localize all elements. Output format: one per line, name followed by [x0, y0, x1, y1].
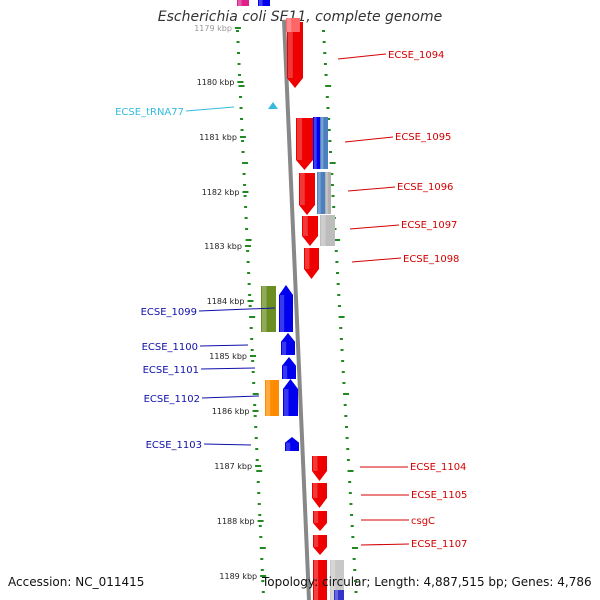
tick-label: 1186 kbp [212, 407, 250, 416]
map-title: Escherichia coli SE11, complete genome [157, 9, 443, 25]
gene-ecse-1095 [296, 118, 313, 170]
gene-partial-pink [237, 0, 249, 6]
gene-ecse-1094-head [286, 18, 300, 32]
label-connector [185, 106, 235, 112]
gene-ecse-1095-companion [313, 117, 322, 169]
tick-mark [244, 245, 251, 247]
feature-label: ECSE_1104 [410, 462, 466, 473]
gene-ecse-1096-companion [317, 172, 326, 214]
gc-dots-inner [236, 30, 266, 593]
genome-backbone [282, 19, 311, 600]
gene-ecse-1097 [302, 216, 318, 246]
gene-ecse-1099-companion [261, 286, 276, 332]
label-connector [349, 224, 400, 230]
tick-mark [260, 575, 267, 577]
feature-label: ECSE_1098 [403, 254, 459, 265]
accession-text: Accession: NC_011415 [8, 575, 145, 589]
tick-mark [249, 355, 256, 357]
gene-partial-bottom-blue [334, 590, 344, 600]
label-connector [201, 395, 260, 399]
label-connector [200, 367, 256, 370]
gene-ecse-1105 [312, 483, 327, 508]
feature-label: ECSE_1096 [397, 182, 453, 193]
feature-label: ECSE_1094 [388, 50, 444, 61]
tick-label: 1187 kbp [214, 462, 252, 471]
trna-marker [268, 102, 278, 109]
gene-ecse-1101 [282, 357, 296, 379]
label-connector [344, 136, 394, 143]
tick-label: 1181 kbp [199, 133, 237, 142]
feature-label: ECSE_1107 [411, 539, 467, 550]
gene-partial-blue [258, 0, 270, 6]
tick-mark [252, 410, 259, 412]
feature-label: ECSE_1097 [401, 220, 457, 231]
label-connector [203, 443, 252, 446]
tick-label: 1184 kbp [207, 297, 245, 306]
feature-label: csgC [411, 516, 435, 527]
tick-label: 1182 kbp [202, 188, 240, 197]
gene-ecse-1099 [279, 285, 293, 332]
gc-dots-outer [322, 30, 358, 593]
tick-label: 1183 kbp [204, 242, 242, 251]
feature-label: ECSE_1095 [395, 132, 451, 143]
gene-ecse-1096 [299, 173, 315, 215]
tick-mark [255, 465, 262, 467]
gene-ecse-1103 [285, 437, 299, 451]
feature-label: ECSE_1105 [411, 490, 467, 501]
feature-label: ECSE_tRNA77 [115, 107, 184, 118]
label-connector [360, 543, 410, 546]
tick-label: 1180 kbp [197, 78, 235, 87]
tick-mark [239, 136, 246, 138]
gene-ecse-1102 [283, 379, 298, 416]
feature-label: ECSE_1103 [146, 440, 202, 451]
tick-mark [234, 27, 241, 29]
label-connector [337, 53, 387, 60]
tick-mark [242, 191, 249, 193]
gene-ecse-1094 [287, 22, 303, 88]
tick-label: 1188 kbp [217, 517, 255, 526]
feature-label: ECSE_1101 [143, 365, 199, 376]
gene-ecse-1102-companion [265, 380, 279, 416]
genome-summary-text: Topology: circular; Length: 4,887,515 bp… [262, 575, 592, 589]
tick-mark [257, 520, 264, 522]
feature-label: ECSE_1102 [144, 394, 200, 405]
gene-ecse-1098 [304, 248, 319, 279]
label-connector [347, 186, 396, 192]
gene-ecse-1100 [281, 333, 295, 355]
gene-ecse-1097-companion [320, 215, 335, 246]
gene-csgc [313, 511, 327, 531]
tick-mark [247, 300, 254, 302]
tick-mark [237, 81, 244, 83]
gene-partial-bottom-red [313, 560, 327, 600]
tick-label: 1185 kbp [209, 352, 247, 361]
gene-ecse-1104 [312, 456, 327, 481]
gene-ecse-1107 [313, 535, 327, 555]
label-connector [198, 307, 276, 312]
gene-ecse-1096-companion-2 [325, 172, 331, 214]
tick-label: 1189 kbp [219, 572, 257, 581]
tick-label: 1179 kbp [194, 24, 232, 33]
gene-ecse-1095-companion-2 [320, 117, 328, 169]
label-connector [199, 344, 249, 347]
feature-label: ECSE_1099 [141, 307, 197, 318]
label-connector [351, 257, 402, 263]
feature-label: ECSE_1100 [142, 342, 198, 353]
